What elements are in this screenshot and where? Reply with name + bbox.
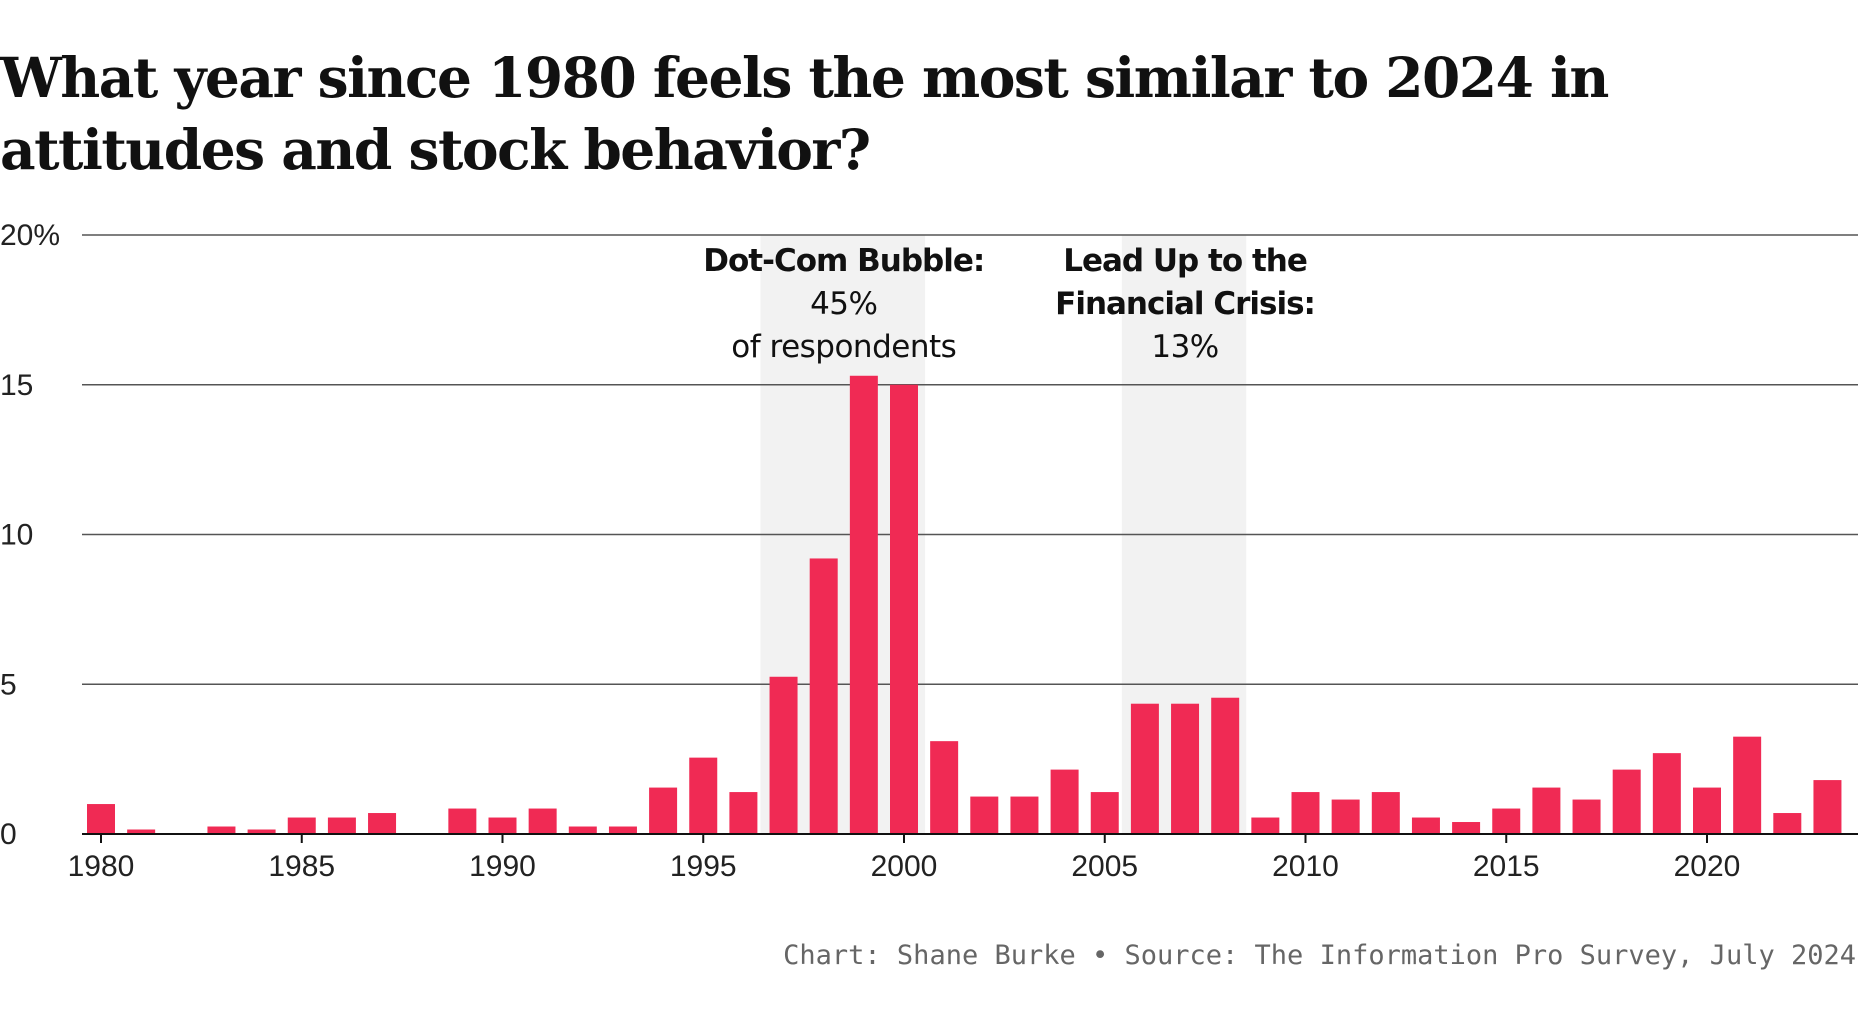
- chart-title: What year since 1980 feels the most simi…: [0, 45, 1609, 182]
- x-tick-label: 2010: [1272, 850, 1339, 883]
- bar: [287, 817, 316, 834]
- bar: [488, 817, 517, 834]
- y-tick-label: 15: [0, 369, 33, 402]
- bar: [87, 804, 115, 834]
- bar: [448, 808, 477, 834]
- y-tick-label: 20%: [0, 219, 60, 252]
- bar: [1090, 792, 1119, 834]
- annotation-label: Financial Crisis:: [1055, 286, 1315, 322]
- annotation-label: Lead Up to the: [1063, 243, 1307, 279]
- bar: [1572, 799, 1601, 834]
- bar: [1652, 753, 1681, 834]
- bar: [769, 676, 798, 834]
- bars: [87, 375, 1842, 834]
- bar: [1773, 813, 1802, 834]
- annotations: Dot-Com Bubble: 45% of respondents Lead Up …: [703, 243, 1316, 365]
- bar: [568, 826, 597, 834]
- bar: [890, 384, 918, 834]
- chart-credit: Chart: Shane Burke • Source: The Informa…: [783, 940, 1856, 971]
- bar: [809, 558, 838, 834]
- bar: [1452, 822, 1481, 834]
- bar: [327, 817, 356, 834]
- annotation-text: of respondents: [731, 329, 956, 365]
- x-tick-label: 2015: [1473, 850, 1540, 883]
- annotation-text: 45%: [810, 286, 877, 322]
- bar: [930, 741, 959, 834]
- bar: [1532, 787, 1561, 834]
- bar: [1612, 769, 1641, 834]
- y-tick-label: 5: [0, 668, 17, 701]
- bar: [1411, 817, 1440, 834]
- annotation-label: Dot-Com Bubble:: [703, 243, 984, 279]
- x-tick-label: 2000: [871, 850, 938, 883]
- bar: [1171, 703, 1200, 834]
- bar: [1251, 817, 1280, 834]
- bar: [689, 757, 718, 834]
- bar: [1050, 769, 1079, 834]
- bar: [1291, 792, 1320, 834]
- bar: [729, 792, 758, 834]
- bar: [127, 829, 156, 834]
- bar: [649, 787, 678, 834]
- x-tick-label: 1985: [268, 850, 335, 883]
- bar: [1492, 808, 1521, 834]
- x-tick-label: 2005: [1071, 850, 1138, 883]
- bar: [849, 375, 878, 834]
- y-tick-label: 10: [0, 519, 33, 552]
- annotation-text: 13%: [1151, 329, 1218, 365]
- bar: [1733, 736, 1762, 834]
- bar: [207, 826, 236, 834]
- bar: [528, 808, 557, 834]
- bar: [1693, 787, 1721, 834]
- bar: [970, 796, 999, 834]
- bar: [1010, 796, 1039, 834]
- x-axis: 1980 1985 1990 1995 2000 2005 2010 2015 2020: [68, 833, 1858, 883]
- bar: [1813, 780, 1842, 834]
- bar: [368, 813, 397, 834]
- bar: [1331, 799, 1360, 834]
- bar: [608, 826, 637, 834]
- x-tick-label: 1980: [68, 850, 135, 883]
- bar: [1130, 703, 1159, 834]
- bar: [1371, 792, 1400, 834]
- x-tick-label: 1990: [469, 850, 536, 883]
- x-tick-label: 1995: [670, 850, 737, 883]
- bar: [1211, 697, 1240, 834]
- bar: [247, 829, 276, 834]
- grid-lines: 0 5 10 15 20%: [0, 219, 1858, 851]
- x-tick-label: 2020: [1674, 850, 1741, 883]
- y-tick-label: 0: [0, 818, 17, 851]
